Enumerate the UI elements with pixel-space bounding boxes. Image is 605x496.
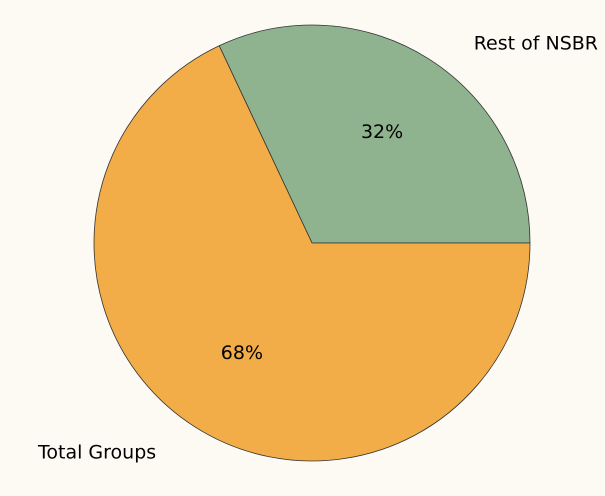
pie-slice bbox=[218, 24, 531, 244]
category-label: Total Groups bbox=[37, 442, 156, 464]
value-label: 32% bbox=[361, 121, 403, 143]
value-label: 68% bbox=[221, 342, 263, 364]
category-label: Rest of NSBR bbox=[474, 33, 598, 55]
pie-slice bbox=[93, 45, 531, 462]
